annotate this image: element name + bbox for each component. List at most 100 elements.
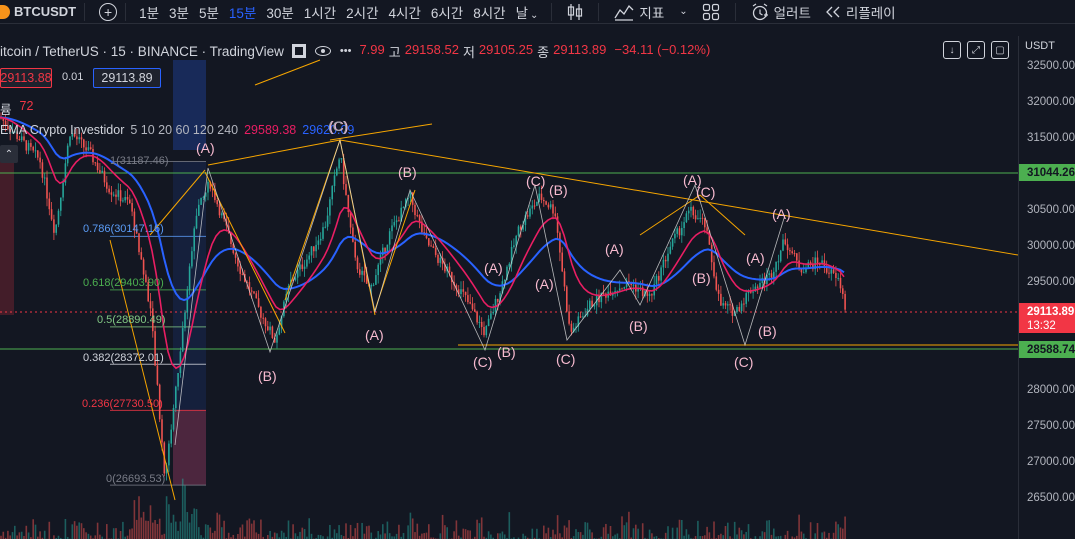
chart-type-button[interactable] bbox=[560, 3, 590, 21]
volume-bar bbox=[106, 524, 108, 539]
chart-pane[interactable] bbox=[0, 36, 1018, 539]
candle-body bbox=[262, 317, 264, 319]
collapse-legend-icon[interactable]: ⌃ bbox=[0, 145, 18, 163]
candle-body bbox=[545, 201, 547, 205]
candle-body bbox=[598, 294, 600, 303]
volume-bar bbox=[842, 528, 844, 539]
candle-body bbox=[133, 211, 136, 231]
candle-body bbox=[179, 351, 182, 373]
interval-2h[interactable]: 2시간 bbox=[346, 5, 379, 21]
volume-bar bbox=[609, 525, 612, 539]
candle-body bbox=[168, 443, 170, 466]
volume-bar bbox=[260, 519, 262, 539]
candle-body bbox=[497, 298, 499, 302]
volume-bar bbox=[786, 530, 789, 539]
candle-body bbox=[55, 224, 57, 233]
wave-label[interactable]: (B) bbox=[398, 164, 417, 180]
wave-label[interactable]: (C) bbox=[526, 173, 546, 189]
wave-label[interactable]: (A) bbox=[365, 327, 384, 343]
volume-bar bbox=[651, 533, 653, 539]
alert-button[interactable]: 얼러트 bbox=[744, 2, 818, 22]
volume-bar bbox=[184, 485, 186, 539]
more-dots-icon[interactable]: ••• bbox=[339, 45, 352, 57]
wave-label[interactable]: (B) bbox=[692, 270, 711, 286]
volume-bar bbox=[149, 505, 152, 539]
interval-6h[interactable]: 6시간 bbox=[430, 5, 464, 21]
compare-symbol-plus-icon[interactable]: + bbox=[99, 2, 118, 21]
indicators-button[interactable]: 지표 ⌄ bbox=[607, 2, 694, 22]
wave-label[interactable]: (B) bbox=[758, 323, 777, 339]
interval-30m[interactable]: 30분 bbox=[266, 5, 294, 21]
candle-body bbox=[317, 240, 320, 245]
wave-label[interactable]: (C) bbox=[329, 118, 349, 134]
volume-bar bbox=[398, 524, 400, 539]
candle-body bbox=[784, 239, 787, 245]
candle-body bbox=[326, 215, 329, 227]
volume-bar bbox=[566, 527, 568, 539]
interval-8h[interactable]: 8시간 bbox=[473, 5, 506, 21]
wave-label[interactable]: (B) bbox=[258, 368, 277, 384]
volume-bar bbox=[644, 537, 646, 539]
candle-body bbox=[372, 284, 375, 286]
wave-label[interactable]: (A) bbox=[484, 260, 503, 276]
interval-5m[interactable]: 5분 bbox=[198, 5, 219, 21]
symbol-settings-icon[interactable] bbox=[291, 44, 306, 58]
candle-body bbox=[126, 197, 129, 200]
wave-label[interactable]: (C) bbox=[328, 118, 348, 134]
wave-label[interactable]: (A) bbox=[196, 140, 215, 156]
chevron-down-icon: ⌄ bbox=[530, 9, 539, 21]
candle-body bbox=[191, 251, 193, 267]
candle-body bbox=[103, 170, 106, 183]
wave-label[interactable]: (B) bbox=[629, 318, 648, 334]
volume-bar bbox=[727, 522, 729, 539]
wave-label[interactable]: (C) bbox=[473, 354, 493, 370]
price-tick: 32500.00 bbox=[1027, 60, 1075, 72]
wave-label[interactable]: (C) bbox=[696, 184, 716, 200]
volume-bar bbox=[561, 537, 563, 539]
fullscreen-icon[interactable]: ▢ bbox=[991, 41, 1009, 59]
eye-icon[interactable] bbox=[314, 46, 331, 56]
volume-bar bbox=[356, 522, 359, 539]
wave-label[interactable]: (B) bbox=[497, 344, 516, 360]
candle-body bbox=[386, 244, 389, 253]
wave-label[interactable]: (A) bbox=[683, 172, 702, 188]
scroll-down-icon[interactable]: ↓ bbox=[943, 41, 961, 59]
replay-button[interactable]: 리플레이 bbox=[818, 2, 903, 22]
layout-grid-icon bbox=[702, 3, 719, 20]
interval-day-dropdown[interactable]: 날 ⌄ bbox=[511, 2, 544, 22]
layouts-button[interactable] bbox=[695, 3, 727, 21]
price-chart-canvas[interactable] bbox=[0, 36, 1018, 539]
candle-body bbox=[340, 158, 343, 160]
currency-selector[interactable]: USDT bbox=[1025, 40, 1055, 52]
candle-body bbox=[432, 246, 435, 248]
interval-15m[interactable]: 15분 bbox=[228, 5, 257, 21]
interval-4h[interactable]: 4시간 bbox=[388, 5, 421, 21]
wave-label[interactable]: (C) bbox=[556, 351, 576, 367]
interval-1m[interactable]: 1분 bbox=[139, 5, 160, 21]
price-tick: 32000.00 bbox=[1027, 96, 1075, 108]
buy-price-button[interactable]: 29113.89 bbox=[93, 68, 161, 88]
wave-label[interactable]: (A) bbox=[746, 250, 765, 266]
symbol-search[interactable]: BTCUSDT bbox=[0, 0, 76, 24]
interval-1h[interactable]: 1시간 bbox=[303, 5, 337, 21]
candle-body bbox=[575, 326, 577, 328]
fib-box-red bbox=[173, 410, 206, 486]
ema-lengths: 5 10 20 60 120 240 bbox=[130, 123, 239, 137]
wave-label[interactable]: (A) bbox=[535, 276, 554, 292]
candle-body bbox=[409, 192, 412, 198]
sell-price-button[interactable]: 29113.88 bbox=[0, 68, 52, 88]
volume-bar bbox=[191, 513, 193, 539]
wave-label[interactable]: (C) bbox=[734, 354, 754, 370]
wave-label[interactable]: (A) bbox=[772, 206, 791, 222]
price-axis[interactable] bbox=[1018, 36, 1075, 539]
candle-body bbox=[342, 158, 345, 185]
interval-3m[interactable]: 3분 bbox=[169, 5, 189, 21]
maximize-icon[interactable]: ⤢ bbox=[967, 41, 985, 59]
candle-body bbox=[483, 326, 485, 336]
candle-body bbox=[526, 215, 529, 217]
wave-label[interactable]: (A) bbox=[605, 241, 624, 257]
wave-label[interactable]: (B) bbox=[549, 182, 568, 198]
volume-bar bbox=[664, 532, 667, 539]
candle-body bbox=[239, 266, 241, 274]
chevron-down-icon: ⌄ bbox=[679, 6, 688, 17]
